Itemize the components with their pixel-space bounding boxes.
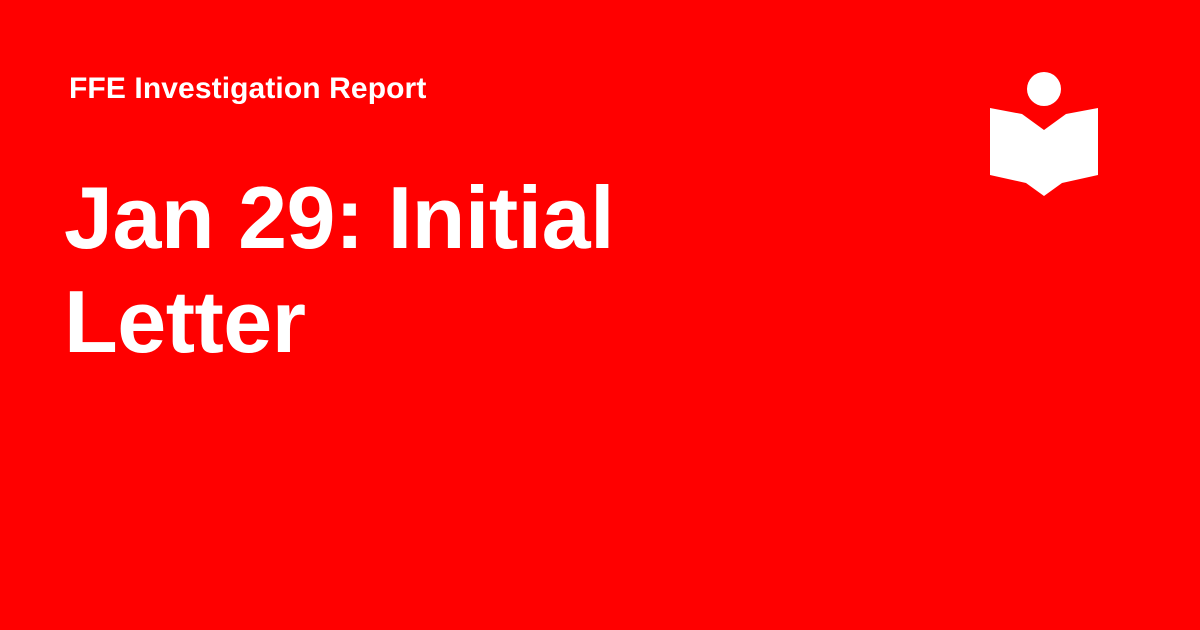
page-title: Jan 29: Initial Letter (64, 168, 615, 371)
report-series-label: FFE Investigation Report (69, 72, 427, 105)
reader-book-icon (990, 72, 1098, 196)
